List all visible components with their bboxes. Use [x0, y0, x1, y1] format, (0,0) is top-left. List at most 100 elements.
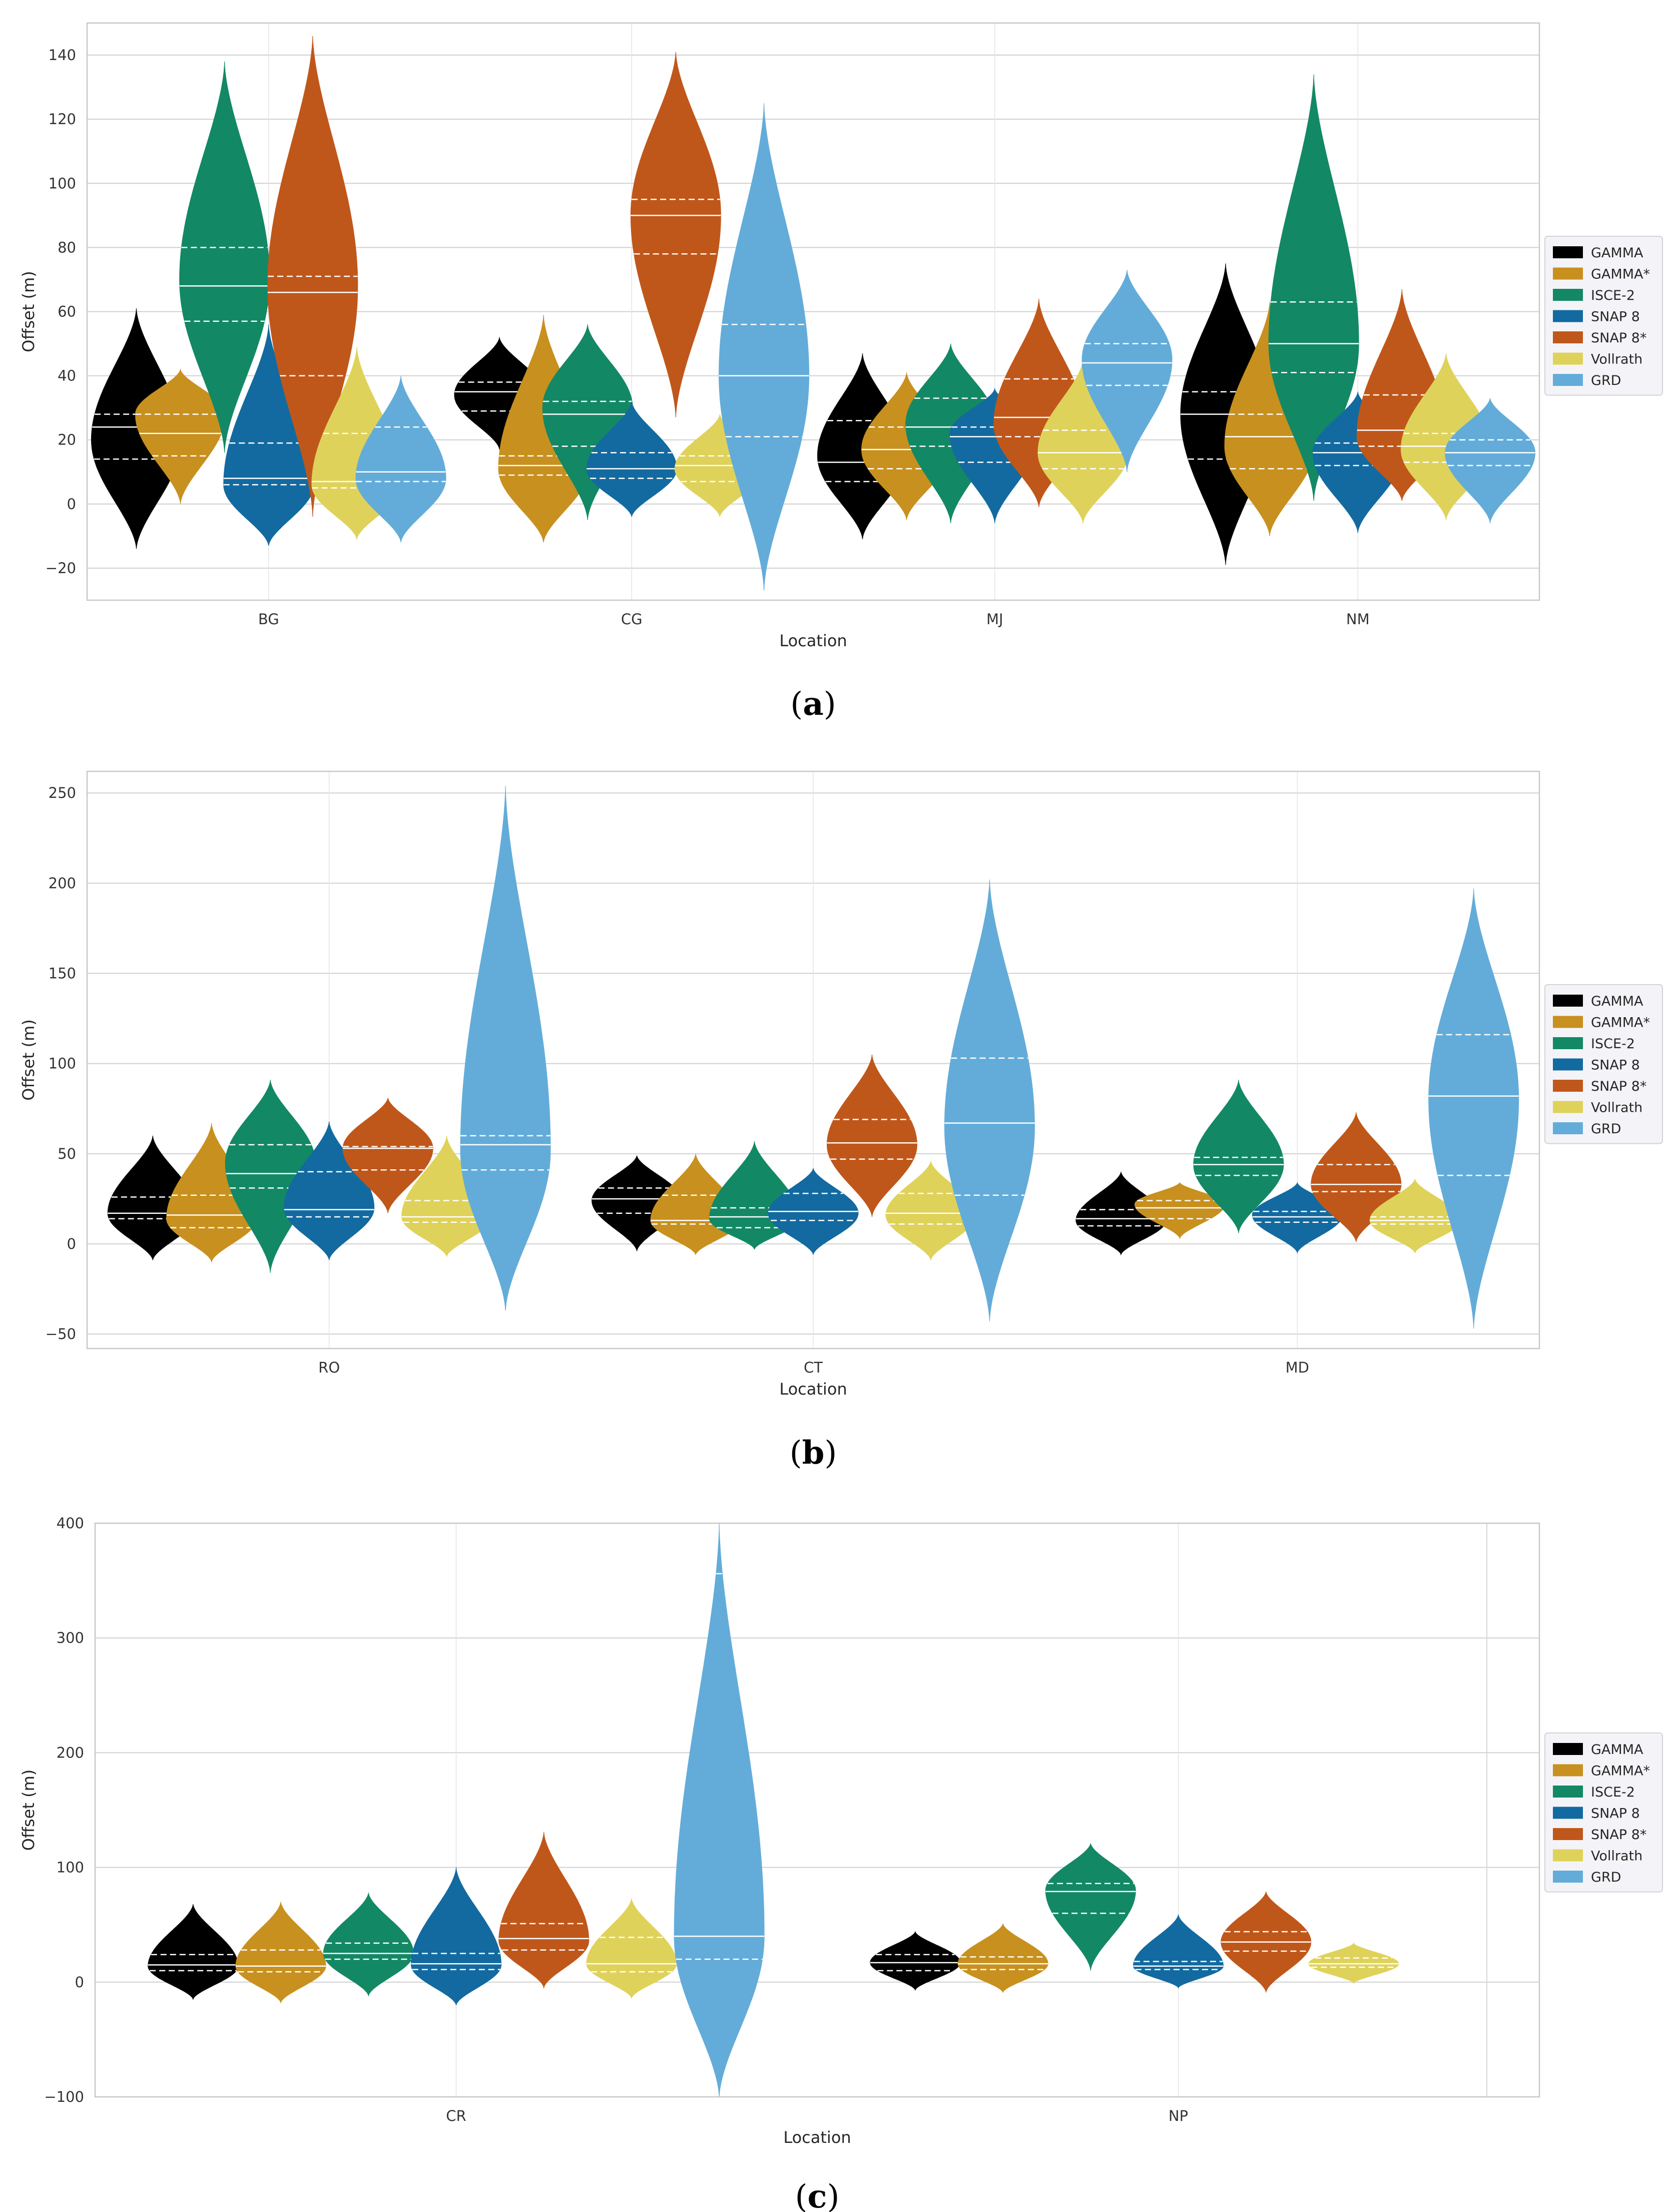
- legend-item-grd: GRD: [1553, 1121, 1621, 1137]
- y-tick-label: 0: [67, 1235, 76, 1252]
- legend-swatch: [1553, 1058, 1583, 1071]
- violin-body: [342, 1098, 433, 1213]
- legend-item-gamma-star: GAMMA*: [1553, 267, 1650, 282]
- violin-md-vollrath: [1369, 1179, 1460, 1254]
- plot-area: [95, 1523, 1539, 2097]
- y-axis-label: Offset (m): [19, 1019, 38, 1100]
- legend-swatch: [1553, 352, 1583, 365]
- y-tick-labels: −20 0 20 40 60 80 100 120 140: [46, 47, 76, 577]
- violin-bg-grd: [355, 375, 446, 543]
- legend-label: GRD: [1591, 1870, 1621, 1885]
- violin-mj-grd: [1081, 270, 1173, 472]
- legend-item-vollrath: Vollrath: [1553, 352, 1642, 367]
- legend-label: SNAP 8*: [1591, 1827, 1646, 1843]
- legend-item-grd: GRD: [1553, 373, 1621, 388]
- legend-label: GAMMA*: [1591, 267, 1650, 282]
- panel-a: −20 0 20 40 60 80 100 120 140 BG CG MJ NM Location Off…: [19, 22, 1663, 723]
- violin-md-gamma-star: [1134, 1182, 1225, 1240]
- legend-label: GAMMA: [1591, 1742, 1643, 1757]
- violin-nm-isce-2: [1268, 74, 1359, 501]
- violin-md-grd: [1428, 889, 1519, 1329]
- legend-swatch: [1553, 246, 1583, 258]
- x-axis-label: Location: [779, 631, 847, 650]
- y-tick-label: −20: [46, 560, 76, 577]
- y-tick-label: 50: [58, 1145, 76, 1162]
- y-tick-label: 0: [75, 1974, 84, 1991]
- violin-cr-vollrath: [586, 1898, 677, 1999]
- legend-item-isce-2: ISCE-2: [1553, 1036, 1635, 1052]
- legend-swatch: [1553, 289, 1583, 301]
- x-tick-label-np: NP: [1169, 2107, 1188, 2124]
- violin-body: [1444, 398, 1536, 524]
- violin-body: [179, 61, 270, 453]
- violins: [91, 36, 1536, 591]
- legend-swatch: [1553, 1764, 1583, 1777]
- violin-ro-snap-8: [284, 1121, 375, 1260]
- violin-body: [284, 1121, 375, 1260]
- violin-body: [1428, 889, 1519, 1329]
- legend-swatch: [1553, 1828, 1583, 1840]
- legend-label: GAMMA*: [1591, 1015, 1650, 1031]
- violin-body: [944, 879, 1035, 1322]
- violin-ct-grd: [944, 879, 1035, 1322]
- violin-body: [1134, 1182, 1225, 1240]
- violin-cg-snap-8: [586, 401, 677, 517]
- legend-label: SNAP 8: [1591, 1058, 1640, 1073]
- legend-label: ISCE-2: [1591, 1036, 1635, 1052]
- gridlines: [87, 771, 1539, 1349]
- legend-swatch: [1553, 267, 1583, 280]
- legend-label: GAMMA: [1591, 994, 1643, 1009]
- y-tick-label: 20: [58, 431, 76, 449]
- legend-label: SNAP 8*: [1591, 330, 1646, 346]
- violin-body: [586, 1898, 677, 1999]
- x-tick-label-mj: MJ: [986, 611, 1003, 628]
- legend-swatch: [1553, 331, 1583, 343]
- violin-cr-snap-8-star: [498, 1832, 590, 1989]
- legend: GAMMA GAMMA* ISCE-2 SNAP 8 SNAP 8* Vollrath GR…: [1544, 236, 1663, 396]
- legend-swatch: [1553, 1037, 1583, 1049]
- violin-cr-gamma-star: [235, 1902, 326, 2004]
- violin-np-snap-8: [1133, 1914, 1224, 1989]
- legend-item-gamma-star: GAMMA*: [1553, 1763, 1650, 1779]
- legend-label: Vollrath: [1591, 1100, 1642, 1116]
- violin-body: [630, 52, 721, 417]
- panel-c: −100 0 100 200 300 400 CR NP Location Offset (m) G…: [19, 1515, 1663, 2212]
- legend-swatch: [1553, 1849, 1583, 1862]
- y-tick-labels: −100 0 100 200 300 400: [44, 1515, 84, 2105]
- x-tick-label-nm: NM: [1346, 611, 1370, 628]
- legend-item-gamma: GAMMA: [1553, 1742, 1643, 1757]
- axes-frame: [86, 770, 1540, 1350]
- violin-cr-isce-2: [323, 1892, 414, 1997]
- violin-body: [323, 1892, 414, 1997]
- legend-item-isce-2: ISCE-2: [1553, 288, 1635, 303]
- violin-ro-snap-8-star: [342, 1098, 433, 1213]
- legend-item-snap-8: SNAP 8: [1553, 309, 1640, 325]
- violin-cg-snap-8-star: [630, 52, 721, 417]
- legend-label: GRD: [1591, 1121, 1621, 1137]
- violin-body: [827, 1054, 917, 1217]
- y-tick-label: 140: [49, 47, 76, 64]
- y-tick-label: 300: [57, 1629, 84, 1646]
- violin-bg-isce-2: [179, 61, 270, 453]
- legend-label: SNAP 8*: [1591, 1079, 1646, 1094]
- legend-item-isce-2: ISCE-2: [1553, 1785, 1635, 1800]
- legend-swatch: [1553, 1871, 1583, 1883]
- x-tick-labels: CR NP: [446, 2107, 1188, 2124]
- legend-item-snap-8-star: SNAP 8*: [1553, 1827, 1646, 1843]
- legend-swatch: [1553, 995, 1583, 1007]
- violin-bg-snap-8-star: [267, 36, 358, 517]
- legend-swatch: [1553, 1016, 1583, 1028]
- y-tick-label: 60: [58, 303, 76, 320]
- legend-item-gamma: GAMMA: [1553, 245, 1643, 261]
- x-axis-label: Location: [779, 1380, 847, 1399]
- violin-body: [1193, 1080, 1284, 1233]
- violins: [107, 785, 1519, 1329]
- y-tick-label: 40: [58, 367, 76, 384]
- violin-cr-snap-8: [411, 1867, 501, 2006]
- x-tick-labels: BG CG MJ NM: [258, 611, 1370, 628]
- legend-swatch: [1553, 374, 1583, 386]
- violin-bg-gamma-star: [135, 368, 226, 504]
- legend-swatch: [1553, 310, 1583, 322]
- y-axis-label: Offset (m): [19, 271, 38, 352]
